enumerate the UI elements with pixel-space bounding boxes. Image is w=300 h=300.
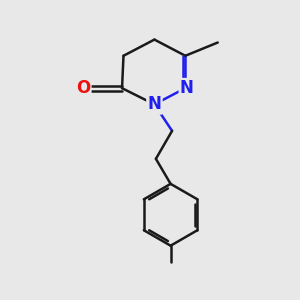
Text: O: O [76,79,90,97]
Text: N: N [148,95,161,113]
Text: N: N [180,79,194,97]
